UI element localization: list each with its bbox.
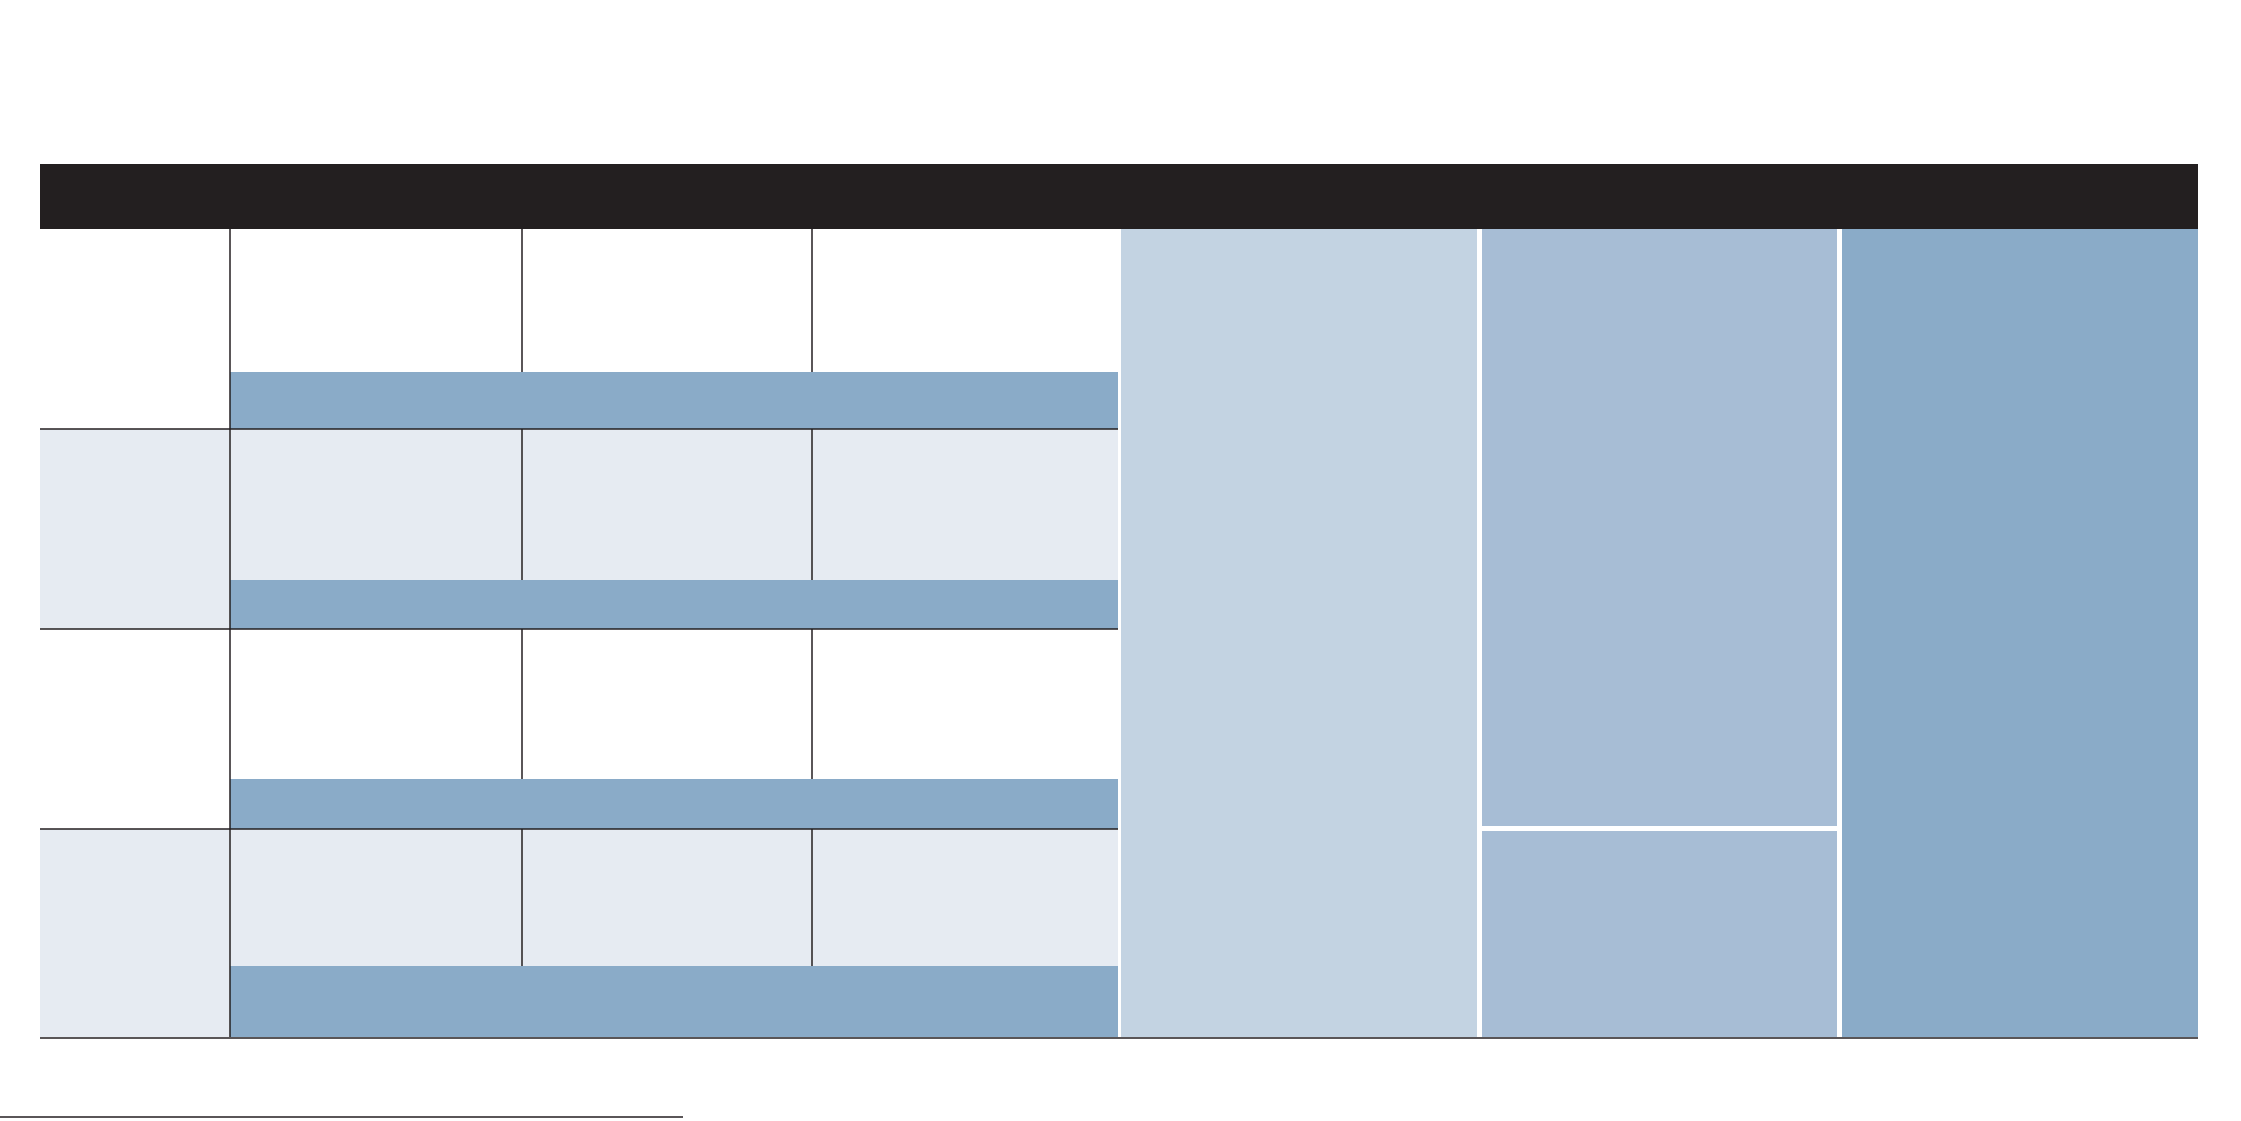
cell	[230, 629, 1118, 779]
cell	[230, 229, 1118, 372]
grid-lines	[0, 229, 2198, 1118]
column-block	[1842, 229, 2198, 1037]
row-label-cell	[40, 229, 230, 429]
row-band	[230, 580, 1118, 629]
row-label-cell	[40, 429, 230, 629]
cell	[230, 829, 1118, 966]
cell	[230, 429, 1118, 580]
row-band	[230, 966, 1118, 1037]
row-band	[230, 779, 1118, 829]
row-label-cell	[40, 629, 230, 829]
column-block	[1482, 229, 1837, 826]
column-block	[1121, 229, 1477, 1037]
header-bar	[40, 164, 2198, 229]
row-band	[230, 372, 1118, 429]
column-block	[1482, 831, 1837, 1037]
row-label-cell	[40, 829, 230, 1037]
